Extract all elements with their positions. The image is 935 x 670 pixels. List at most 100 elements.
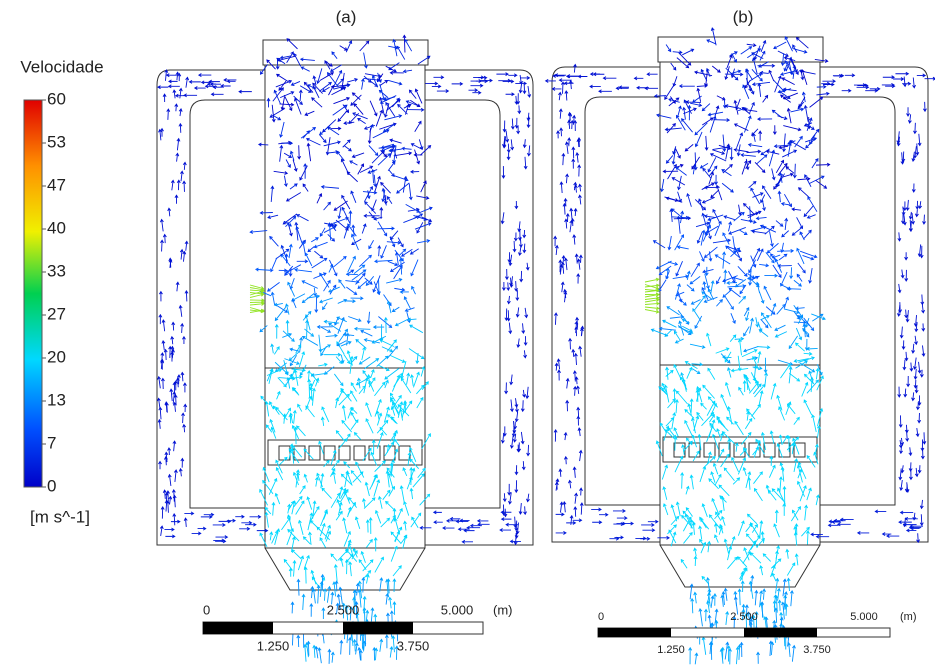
velocity-vector [570, 119, 575, 130]
velocity-vector [309, 382, 313, 401]
velocity-vector [297, 145, 302, 160]
velocity-vector [363, 358, 380, 370]
velocity-vector [737, 204, 742, 216]
velocity-vector [363, 78, 381, 82]
velocity-vector [774, 258, 783, 273]
scale-bar-label: 2.500 [327, 602, 360, 617]
velocity-vector [302, 310, 312, 321]
velocity-vector [720, 495, 725, 511]
velocity-vector [746, 149, 762, 154]
velocity-vector [393, 517, 400, 533]
velocity-vector [832, 73, 845, 78]
velocity-vector [379, 122, 397, 130]
velocity-vector [340, 72, 345, 91]
velocity-vector [725, 610, 730, 625]
velocity-vector [908, 211, 913, 220]
velocity-vector [402, 69, 413, 74]
velocity-vector [372, 129, 390, 139]
velocity-vector [765, 306, 776, 315]
velocity-vector [171, 348, 175, 359]
velocity-vector [171, 321, 176, 331]
velocity-vector [357, 589, 362, 608]
velocity-vector [732, 477, 741, 485]
velocity-vector [724, 72, 744, 77]
velocity-vector [564, 257, 568, 271]
velocity-vector [899, 479, 904, 491]
velocity-vector [674, 234, 685, 251]
velocity-vector [650, 328, 669, 337]
velocity-vector [690, 597, 695, 614]
velocity-vector [282, 330, 295, 342]
velocity-vector [658, 326, 677, 331]
velocity-vector [509, 435, 514, 449]
velocity-vector [284, 253, 289, 264]
velocity-vector [318, 334, 323, 353]
velocity-vector [384, 368, 400, 380]
velocity-vector [768, 464, 776, 478]
velocity-vector [416, 396, 424, 409]
velocity-vector [317, 647, 322, 664]
geometry-outline [156, 69, 265, 546]
velocity-vector [921, 345, 926, 357]
velocity-vector [795, 327, 803, 341]
velocity-vector [919, 499, 924, 510]
velocity-vector [274, 492, 281, 505]
velocity-vector [389, 138, 402, 144]
velocity-vector [807, 196, 818, 212]
scale-bar-label: 5.000 [441, 602, 474, 617]
velocity-vector [193, 86, 206, 90]
panel: (a)0 2.500 5.000 (m)1.250 3.750 [156, 7, 534, 664]
velocity-vector [526, 493, 530, 503]
velocity-vector [387, 345, 399, 359]
velocity-vector [176, 179, 181, 191]
velocity-vector [267, 214, 279, 220]
velocity-vector [314, 250, 324, 259]
velocity-vector [714, 220, 722, 237]
velocity-vector [513, 532, 518, 546]
velocity-vector [911, 213, 915, 225]
velocity-vector [555, 530, 567, 535]
velocity-vector [737, 556, 748, 568]
velocity-vector [346, 471, 353, 485]
velocity-vector [571, 158, 576, 169]
velocity-vector [797, 101, 805, 110]
velocity-vector [514, 480, 519, 494]
velocity-vector [350, 419, 359, 430]
velocity-vector [323, 279, 331, 292]
velocity-vector [322, 302, 328, 311]
velocity-vector [350, 296, 364, 301]
velocity-vector [817, 407, 824, 427]
velocity-vector [574, 253, 579, 264]
velocity-vector [309, 603, 314, 617]
velocity-vector [696, 385, 703, 403]
velocity-vector [898, 439, 903, 449]
velocity-vector [289, 347, 300, 352]
velocity-vector [919, 369, 924, 378]
velocity-vector [321, 487, 332, 499]
velocity-vector [338, 438, 348, 450]
velocity-vector [369, 100, 378, 117]
velocity-vector [729, 51, 738, 57]
velocity-vector [386, 240, 402, 245]
velocity-vector [772, 125, 777, 136]
velocity-vector [218, 519, 232, 524]
velocity-vector [333, 563, 338, 582]
velocity-vector [362, 606, 367, 624]
velocity-vector [167, 447, 172, 456]
velocity-vector [578, 345, 583, 357]
velocity-vector [178, 122, 183, 133]
velocity-vector [290, 81, 301, 86]
velocity-vector [159, 525, 164, 537]
velocity-vector [702, 280, 707, 290]
velocity-vector [313, 287, 317, 297]
velocity-vector [524, 307, 529, 319]
velocity-vector [667, 163, 677, 180]
velocity-vector [759, 224, 777, 233]
scale-bar-label: 5.000 [850, 611, 878, 623]
velocity-vector [170, 335, 175, 345]
velocity-vector [908, 447, 913, 457]
velocity-vector [372, 275, 381, 293]
velocity-vector [716, 448, 725, 463]
velocity-vector [774, 509, 779, 523]
velocity-vector [409, 487, 414, 500]
